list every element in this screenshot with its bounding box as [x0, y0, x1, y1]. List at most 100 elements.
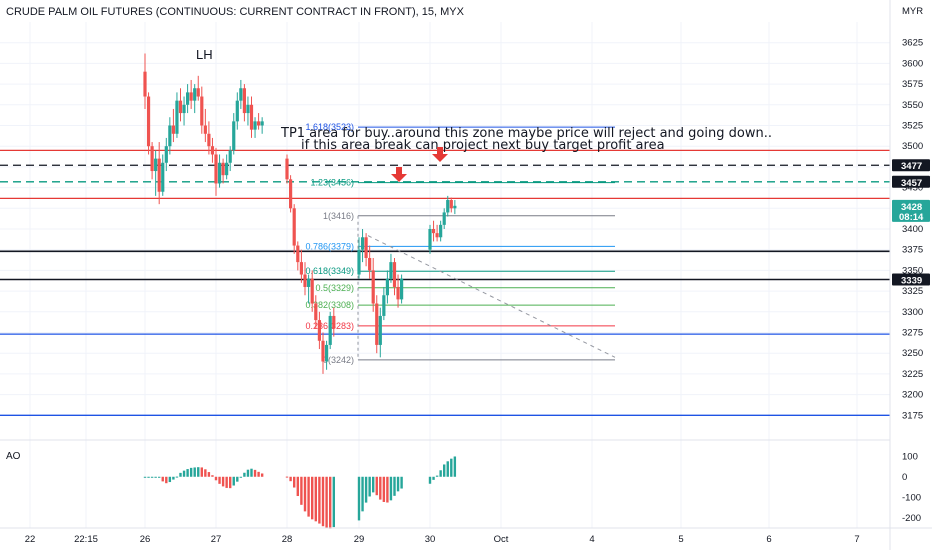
candle-body[interactable] [289, 179, 293, 209]
candle-body[interactable] [200, 96, 204, 126]
ao-bar [168, 476, 172, 483]
price-axis[interactable]: 3175 3200 3225 3250 3275 3300 3325 3350 3375 3400… [902, 38, 923, 422]
candle-body[interactable] [178, 100, 183, 114]
candle-body[interactable] [328, 315, 332, 345]
candle-body[interactable] [161, 162, 165, 192]
candle-body[interactable] [203, 125, 207, 134]
candle-body[interactable] [171, 125, 175, 134]
candle-body[interactable] [257, 121, 261, 126]
candle-body[interactable] [385, 278, 389, 296]
candle-body[interactable] [157, 158, 161, 192]
candle-body[interactable] [228, 150, 232, 163]
candle-body[interactable] [317, 320, 321, 341]
candle-body[interactable] [175, 100, 179, 134]
candle-body[interactable] [239, 88, 243, 101]
candle-body[interactable] [186, 92, 190, 105]
candle-body[interactable] [285, 158, 289, 180]
ao-bar [285, 476, 289, 478]
price-tag-text: 3428 [901, 202, 922, 213]
candle-body[interactable] [357, 249, 361, 275]
ao-bar [147, 476, 150, 478]
candle-body[interactable] [296, 245, 300, 263]
candle-body[interactable] [310, 278, 314, 304]
candle-body[interactable] [332, 315, 336, 329]
time-tick-label: 27 [211, 534, 222, 545]
candle-body[interactable] [217, 162, 222, 184]
candle-body[interactable] [232, 121, 236, 151]
candle-body[interactable] [378, 315, 382, 345]
ao-bar [382, 476, 386, 502]
candle-body[interactable] [303, 274, 307, 287]
ao-bar [372, 476, 375, 493]
candle-body[interactable] [382, 295, 386, 316]
lh-annotation: LH [196, 47, 213, 62]
candle-body[interactable] [168, 125, 172, 147]
time-tick-label: 22 [25, 534, 36, 545]
candle-body[interactable] [453, 205, 457, 209]
candle-body[interactable] [325, 344, 329, 362]
candle-body[interactable] [246, 104, 250, 114]
ao-bar [396, 476, 400, 492]
candle-body[interactable] [249, 104, 254, 130]
ao-bar [318, 476, 321, 524]
time-axis[interactable]: 22 22:15 26 27 28 29 30 Oct 4 5 6 7 [25, 534, 860, 545]
candle-body[interactable] [154, 158, 158, 172]
ao-bar [361, 476, 364, 512]
candle-body[interactable] [371, 270, 375, 304]
candle-body[interactable] [360, 237, 365, 250]
time-tick-label: 6 [766, 534, 771, 545]
candle-body[interactable] [260, 121, 264, 126]
ao-indicator-label: AO [6, 451, 21, 462]
candle-body[interactable] [253, 121, 257, 130]
candle-body[interactable] [439, 224, 443, 238]
candle-body[interactable] [189, 92, 193, 101]
candle-body[interactable] [400, 278, 404, 300]
currency-label[interactable]: MYR [902, 6, 923, 17]
candle-body[interactable] [242, 88, 246, 114]
candle-body[interactable] [196, 88, 200, 97]
candle-body[interactable] [368, 257, 372, 271]
trend-line-dashed[interactable] [367, 235, 616, 358]
candle-body[interactable] [307, 278, 311, 287]
candle-body[interactable] [375, 303, 379, 345]
candle-body[interactable] [435, 233, 439, 238]
ao-axis[interactable]: -200 -100 0 100 [902, 451, 921, 524]
candle-body[interactable] [396, 286, 400, 300]
candle-body[interactable] [446, 200, 450, 213]
candle-body[interactable] [428, 229, 432, 250]
fib-level-label: 0.618(3349) [305, 266, 354, 276]
ao-bar [296, 476, 299, 497]
candle-body[interactable] [225, 162, 229, 176]
candle-body[interactable] [164, 146, 168, 163]
candle-body[interactable] [321, 340, 325, 362]
candle-body[interactable] [235, 100, 239, 122]
candle-body[interactable] [442, 212, 446, 225]
ao-bar [218, 476, 221, 484]
ao-bar [432, 476, 435, 480]
price-tick-label: 3525 [902, 121, 923, 132]
candle-body[interactable] [207, 133, 211, 147]
candle-body[interactable] [146, 96, 151, 147]
candle-body[interactable] [299, 262, 303, 275]
price-tick-label: 3375 [902, 245, 923, 256]
candle-body[interactable] [389, 262, 393, 279]
time-tick-label: 30 [425, 534, 436, 545]
candle-body[interactable] [221, 162, 225, 176]
candle-body[interactable] [364, 237, 368, 258]
candle-body[interactable] [431, 229, 436, 234]
time-tick-label: 26 [140, 534, 151, 545]
candle-body[interactable] [392, 262, 397, 287]
ao-bar [253, 469, 257, 477]
candle-body[interactable] [449, 200, 453, 209]
annotation-line-1: TP1 area for buy..around this zone maybe… [280, 126, 772, 141]
candle-body[interactable] [210, 146, 215, 155]
candle-body[interactable] [150, 146, 154, 172]
candle-body[interactable] [214, 154, 218, 184]
candle-body[interactable] [193, 88, 197, 101]
candle-body[interactable] [292, 208, 296, 246]
candle-body[interactable] [314, 303, 318, 321]
candle-body[interactable] [182, 104, 186, 114]
candle-body[interactable] [143, 71, 147, 97]
price-tick-label: 3325 [902, 286, 923, 297]
